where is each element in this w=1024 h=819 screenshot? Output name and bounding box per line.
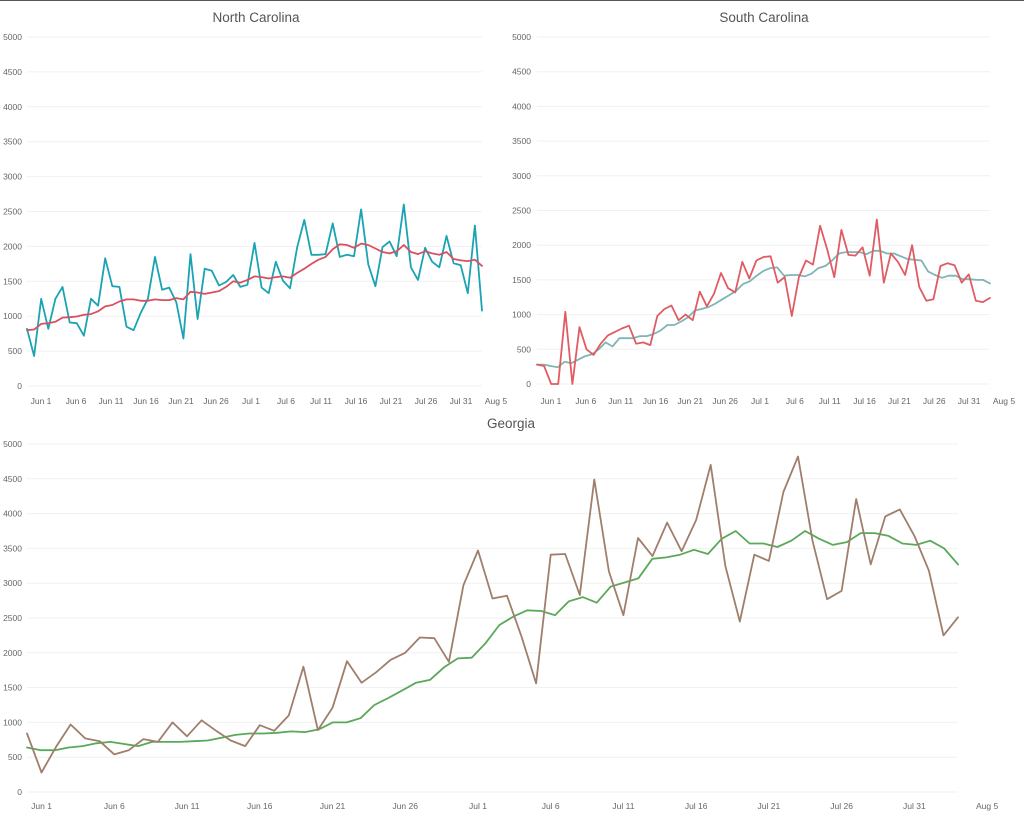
x-tick-label: Jul 1: [751, 396, 769, 406]
chart-1: South Carolina 0 500 1000 1500 2000 2500 3000 35…: [512, 10, 1015, 406]
y-tick-label: 2000: [512, 240, 531, 250]
x-tick-label: Jun 11: [99, 396, 124, 406]
y-tick-label: 5000: [512, 32, 531, 42]
x-tick-label: Jun 26: [392, 801, 418, 811]
x-tick-label: Aug 5: [485, 396, 507, 406]
y-tick-label: 3500: [512, 136, 531, 146]
chart-title: North Carolina: [212, 10, 300, 25]
chart-0: North Carolina 0 500 1000 1500 2000 2500 3000 35…: [3, 10, 507, 406]
y-tick-label: 4000: [3, 509, 22, 519]
x-tick-label: Jun 11: [175, 801, 200, 811]
x-tick-label: Jul 26: [415, 396, 438, 406]
y-tick-label: 0: [526, 379, 531, 389]
x-tick-label: Jul 6: [542, 801, 560, 811]
x-tick-label: Jul 1: [242, 396, 260, 406]
x-tick-label: Jul 31: [903, 801, 926, 811]
x-tick-label: Jul 21: [758, 801, 781, 811]
x-tick-label: Jun 21: [168, 396, 194, 406]
x-tick-label: Jun 16: [643, 396, 669, 406]
y-tick-label: 2500: [3, 207, 22, 217]
y-tick-label: 3000: [3, 578, 22, 588]
x-tick-label: Jun 1: [541, 396, 562, 406]
y-tick-label: 2000: [3, 648, 22, 658]
x-tick-label: Jun 21: [678, 396, 704, 406]
y-tick-label: 500: [517, 344, 531, 354]
y-tick-label: 4500: [512, 67, 531, 77]
x-tick-label: Jul 11: [819, 396, 841, 406]
x-tick-label: Jul 11: [310, 396, 332, 406]
x-tick-label: Jul 26: [830, 801, 853, 811]
y-tick-label: 2500: [512, 206, 531, 216]
y-tick-label: 2000: [3, 241, 22, 251]
x-tick-label: Jul 16: [685, 801, 708, 811]
series-line-1: [536, 218, 991, 385]
y-tick-label: 2500: [3, 613, 22, 623]
x-tick-label: Aug 5: [993, 396, 1015, 406]
top-border: [0, 0, 1024, 1]
chart-title: South Carolina: [719, 10, 809, 25]
series-line-0: [536, 249, 991, 369]
x-tick-label: Jul 21: [888, 396, 911, 406]
x-tick-label: Jun 1: [31, 801, 52, 811]
x-tick-label: Jun 6: [66, 396, 87, 406]
y-tick-label: 4000: [512, 101, 531, 111]
y-tick-label: 3500: [3, 137, 22, 147]
y-tick-label: 1000: [512, 310, 531, 320]
y-tick-label: 0: [17, 787, 22, 797]
x-tick-label: Jun 26: [203, 396, 229, 406]
x-tick-label: Jul 31: [958, 396, 981, 406]
series-line-0: [26, 203, 483, 357]
y-tick-label: 3000: [3, 172, 22, 182]
series-line-0: [26, 530, 959, 752]
y-tick-label: 0: [17, 381, 22, 391]
y-tick-label: 500: [8, 752, 22, 762]
x-tick-label: Aug 5: [976, 801, 998, 811]
x-tick-label: Jun 11: [608, 396, 633, 406]
x-tick-label: Jul 6: [786, 396, 804, 406]
y-tick-label: 1000: [3, 717, 22, 727]
y-tick-label: 3500: [3, 543, 22, 553]
y-tick-label: 3000: [512, 171, 531, 181]
x-tick-label: Jun 6: [575, 396, 596, 406]
y-tick-label: 1500: [3, 276, 22, 286]
series-line-1: [26, 455, 959, 774]
y-tick-label: 1500: [512, 275, 531, 285]
x-tick-label: Jun 26: [712, 396, 738, 406]
y-tick-label: 1000: [3, 311, 22, 321]
x-tick-label: Jun 21: [320, 801, 346, 811]
x-tick-label: Jul 1: [469, 801, 487, 811]
x-tick-label: Jul 6: [277, 396, 295, 406]
y-tick-label: 4000: [3, 102, 22, 112]
x-tick-label: Jul 21: [380, 396, 403, 406]
y-tick-label: 4500: [3, 67, 22, 77]
series-line-1: [26, 242, 483, 332]
x-tick-label: Jul 11: [612, 801, 634, 811]
x-tick-label: Jul 16: [853, 396, 876, 406]
x-tick-label: Jun 1: [31, 396, 52, 406]
x-tick-label: Jun 6: [104, 801, 125, 811]
y-tick-label: 5000: [3, 32, 22, 42]
x-tick-label: Jun 16: [247, 801, 273, 811]
x-tick-label: Jul 16: [345, 396, 368, 406]
y-tick-label: 5000: [3, 439, 22, 449]
x-tick-label: Jul 31: [450, 396, 473, 406]
x-tick-label: Jul 26: [923, 396, 946, 406]
chart-2: Georgia 0 500 1000 1500 2000 2500 3000 3500 4000 4…: [3, 416, 998, 811]
chart-title: Georgia: [487, 416, 536, 431]
x-tick-label: Jun 16: [133, 396, 159, 406]
y-tick-label: 500: [8, 346, 22, 356]
y-tick-label: 1500: [3, 683, 22, 693]
y-tick-label: 4500: [3, 474, 22, 484]
